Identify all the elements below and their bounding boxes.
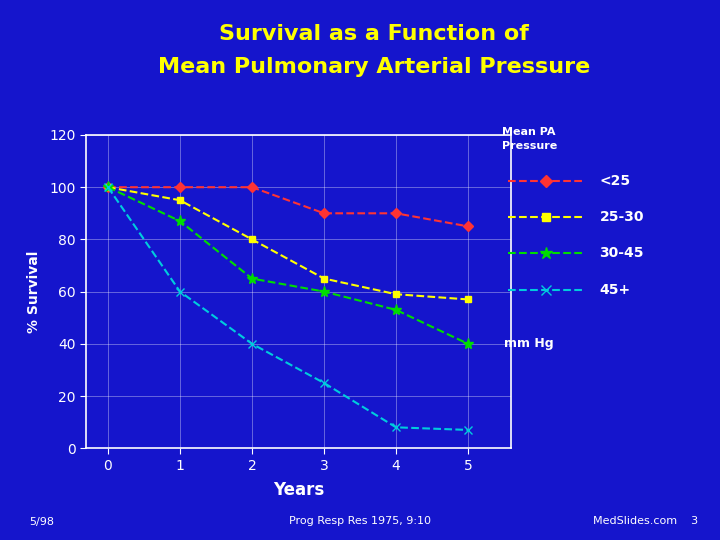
Text: Mean PA: Mean PA [503,127,556,137]
Text: 30-45: 30-45 [599,246,644,260]
Text: 25-30: 25-30 [599,210,644,224]
Text: Pressure: Pressure [502,141,557,151]
Y-axis label: % Survival: % Survival [27,251,41,333]
Text: mm Hg: mm Hg [505,338,554,350]
Text: 45+: 45+ [599,282,631,296]
Text: 5/98: 5/98 [29,516,54,526]
Text: Prog Resp Res 1975, 9:10: Prog Resp Res 1975, 9:10 [289,516,431,526]
Text: Survival as a Function of: Survival as a Function of [220,24,529,44]
Text: <25: <25 [599,174,631,188]
Text: MedSlides.com    3: MedSlides.com 3 [593,516,698,526]
X-axis label: Years: Years [273,481,325,499]
Text: Mean Pulmonary Arterial Pressure: Mean Pulmonary Arterial Pressure [158,57,590,77]
